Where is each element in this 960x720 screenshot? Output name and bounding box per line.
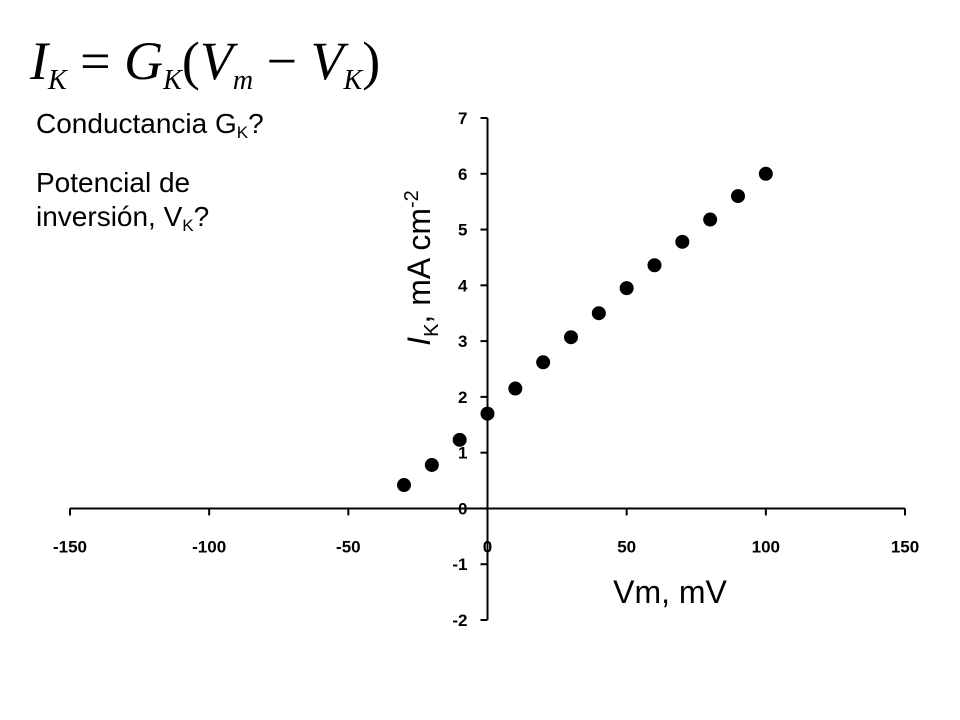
y-tick-label: 1 bbox=[458, 444, 467, 463]
x-axis-title: Vm, mV bbox=[613, 574, 727, 610]
x-tick-label: 100 bbox=[752, 537, 780, 556]
y-tick-label: 5 bbox=[458, 221, 467, 240]
y-tick-label: 6 bbox=[458, 165, 467, 184]
potential-line2: inversión, V bbox=[36, 201, 183, 232]
conductance-text: Conductancia G bbox=[36, 108, 237, 139]
x-tick-label: 150 bbox=[891, 537, 919, 556]
potential-mark: ? bbox=[193, 201, 210, 232]
data-point bbox=[591, 306, 606, 321]
eq-vm-sub: m bbox=[232, 65, 254, 96]
data-point bbox=[619, 281, 634, 296]
eq-conductance-sub: K bbox=[163, 65, 182, 96]
data-point bbox=[647, 258, 662, 273]
data-point bbox=[564, 330, 578, 345]
data-point bbox=[536, 355, 551, 370]
y-tick-label: -2 bbox=[452, 611, 467, 630]
data-point bbox=[424, 457, 439, 472]
y-tick-label: 4 bbox=[458, 276, 468, 295]
x-tick-label: -150 bbox=[53, 537, 87, 556]
conductance-mark: ? bbox=[248, 108, 264, 139]
eq-current: I bbox=[30, 31, 48, 91]
x-tick-label: 50 bbox=[617, 537, 636, 556]
data-point bbox=[703, 212, 718, 227]
y-tick-label: 2 bbox=[458, 388, 467, 407]
conductance-sub: K bbox=[236, 123, 249, 142]
y-tick-label: 7 bbox=[458, 109, 467, 128]
eq-equals: = bbox=[66, 31, 125, 91]
x-tick-label: 0 bbox=[483, 537, 492, 556]
x-tick-label: -50 bbox=[336, 537, 361, 556]
y-tick-label: -1 bbox=[452, 555, 467, 574]
y-axis-title: IK, mA cm-2 bbox=[401, 190, 443, 346]
data-point bbox=[731, 189, 745, 204]
y-axis-title-sub: K bbox=[421, 323, 443, 337]
y-tick-label: 3 bbox=[458, 332, 467, 351]
eq-minus: − bbox=[253, 31, 311, 91]
eq-conductance: G bbox=[124, 31, 164, 91]
data-point bbox=[452, 432, 467, 447]
potential-question: Potencial de inversión, VK? bbox=[36, 166, 209, 243]
y-axis-title-sup: -2 bbox=[401, 190, 423, 208]
ticks: -150 -100 -50 0 50 100 150 -2 -1 0 1 2 3 4 5 6 7 bbox=[53, 109, 919, 630]
eq-current-sub: K bbox=[47, 65, 67, 96]
data-point bbox=[397, 478, 411, 493]
eq-vk-sub: K bbox=[343, 65, 363, 96]
data-point bbox=[758, 166, 773, 181]
y-tick-label: 0 bbox=[458, 499, 467, 518]
data-point bbox=[508, 381, 523, 396]
potential-line1: Potencial de bbox=[36, 167, 191, 198]
data-point bbox=[675, 234, 690, 249]
data-point bbox=[480, 406, 495, 421]
data-points bbox=[397, 166, 773, 493]
eq-open-paren: ( bbox=[181, 31, 200, 91]
y-axis-title-symbol: I bbox=[401, 337, 437, 346]
eq-close-paren: ) bbox=[362, 31, 381, 91]
x-tick-label: -100 bbox=[192, 537, 226, 556]
equation: IK = GK(Vm − VK) bbox=[30, 26, 380, 96]
conductance-question: Conductancia GK? bbox=[36, 108, 264, 149]
eq-vm: V bbox=[199, 31, 233, 91]
potential-sub: K bbox=[182, 216, 194, 235]
y-axis-title-units: , mA cm bbox=[401, 208, 437, 324]
eq-vk: V bbox=[310, 31, 344, 91]
